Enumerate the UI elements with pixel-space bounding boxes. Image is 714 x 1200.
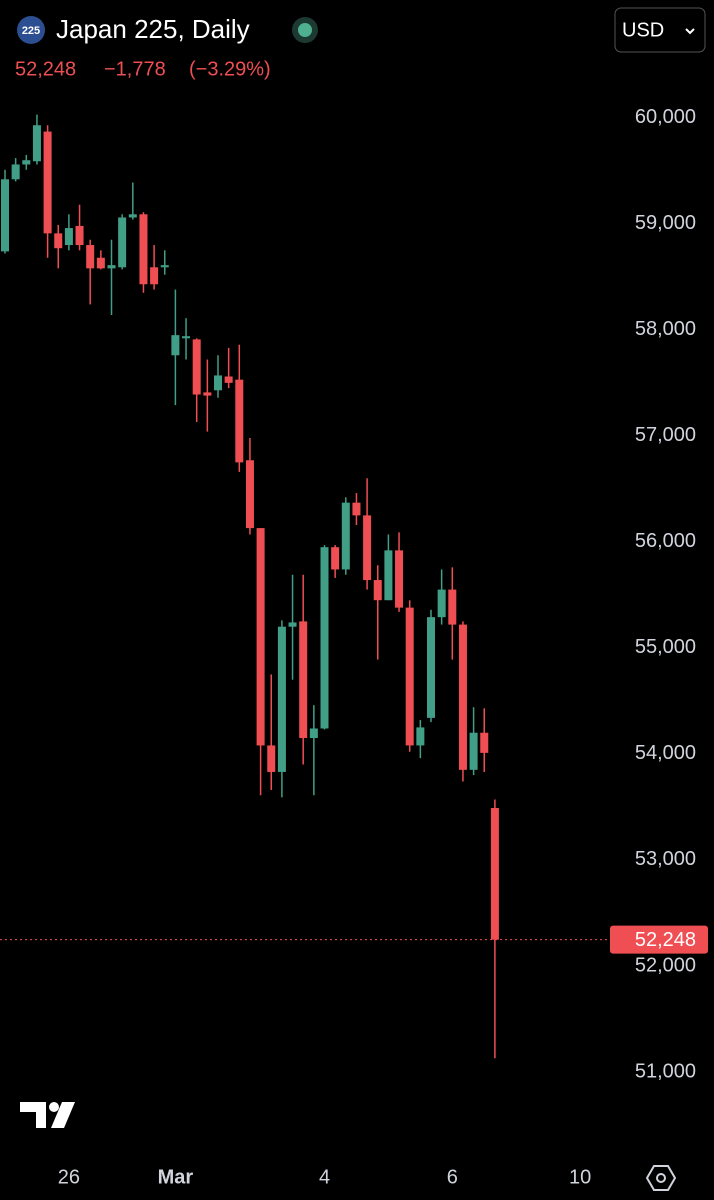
- candle-body: [341, 502, 350, 570]
- y-tick-label: 52,000: [635, 954, 696, 976]
- candle-body: [458, 624, 467, 770]
- price-change-pct: (−3.29%): [189, 58, 271, 80]
- candle-body: [128, 214, 137, 218]
- chart-title: Japan 225, Daily: [56, 14, 250, 44]
- x-tick-label: 26: [58, 1166, 80, 1188]
- candle-body: [54, 233, 63, 249]
- candle-body: [96, 257, 105, 269]
- y-tick-label: 55,000: [635, 636, 696, 658]
- y-tick-label: 58,000: [635, 318, 696, 340]
- last-price-badge: [610, 925, 708, 954]
- y-tick-label: 56,000: [635, 530, 696, 552]
- candle-body: [235, 379, 244, 463]
- candle-body: [373, 580, 382, 601]
- logo: [20, 1102, 75, 1128]
- x-tick-label: 10: [569, 1166, 591, 1188]
- candle-body: [64, 228, 73, 246]
- y-tick-label: 60,000: [635, 106, 696, 128]
- candle-body: [182, 336, 191, 339]
- settings-center[interactable]: [656, 1173, 666, 1183]
- candle-body: [427, 617, 435, 718]
- settings-hexagon[interactable]: [645, 1165, 677, 1191]
- candle-body: [245, 460, 254, 529]
- candle-body: [256, 528, 265, 746]
- candle-body: [11, 164, 20, 180]
- candle-body: [214, 375, 222, 391]
- candle-body: [32, 125, 41, 162]
- last-price-badge-label: 52,248: [635, 929, 696, 951]
- market-status-dot: [298, 23, 312, 37]
- candle-body: [43, 131, 52, 234]
- last-price: 52,248: [15, 58, 76, 80]
- candle-body: [352, 502, 361, 516]
- candle-body: [118, 217, 127, 268]
- logo-part: [49, 1102, 59, 1112]
- candle-body: [150, 267, 159, 285]
- candle-body: [22, 160, 31, 165]
- y-tick-label: 57,000: [635, 424, 696, 446]
- candle-body: [480, 732, 489, 753]
- y-tick-label: 59,000: [635, 212, 696, 234]
- currency-chevron[interactable]: [685, 28, 695, 35]
- candle-body: [490, 807, 499, 940]
- candle-body: [192, 339, 201, 395]
- candle-body: [405, 607, 414, 746]
- candle-body: [437, 589, 446, 618]
- candle-body: [203, 392, 212, 396]
- candle-body: [107, 265, 116, 269]
- logo-part: [51, 1102, 75, 1128]
- candle-body: [331, 547, 340, 570]
- candle-body: [299, 621, 308, 739]
- y-tick-label: 51,000: [635, 1060, 696, 1082]
- candle-body: [224, 376, 233, 383]
- candle-body: [309, 728, 318, 739]
- currency-label[interactable]: USD: [622, 19, 664, 41]
- candle-body: [416, 727, 425, 746]
- settings-icon[interactable]: [645, 1165, 677, 1191]
- candle-body: [75, 225, 84, 246]
- candle-body: [1, 179, 9, 252]
- candle-body: [277, 626, 286, 772]
- y-tick-label: 54,000: [635, 742, 696, 764]
- candle-body: [384, 550, 393, 601]
- x-tick-label: 4: [319, 1166, 330, 1188]
- candle-body: [320, 547, 329, 729]
- candle-body: [160, 265, 169, 268]
- candle-body: [448, 589, 457, 625]
- currency-button[interactable]: [614, 7, 706, 53]
- candle-body: [288, 622, 297, 627]
- candle-body: [171, 335, 180, 356]
- x-tick-label: 6: [447, 1166, 458, 1188]
- x-tick-label: Mar: [158, 1166, 194, 1188]
- candle-body: [267, 745, 276, 772]
- candle-body: [469, 732, 478, 770]
- symbol-badge-text: 225: [22, 25, 40, 37]
- logo-part: [20, 1102, 46, 1128]
- candle-body: [395, 550, 404, 608]
- candle-body: [86, 245, 95, 269]
- y-tick-label: 53,000: [635, 848, 696, 870]
- price-change: −1,778: [104, 58, 166, 80]
- symbol-badge: [17, 16, 45, 44]
- candle-body: [139, 214, 148, 285]
- candle-body: [363, 515, 372, 581]
